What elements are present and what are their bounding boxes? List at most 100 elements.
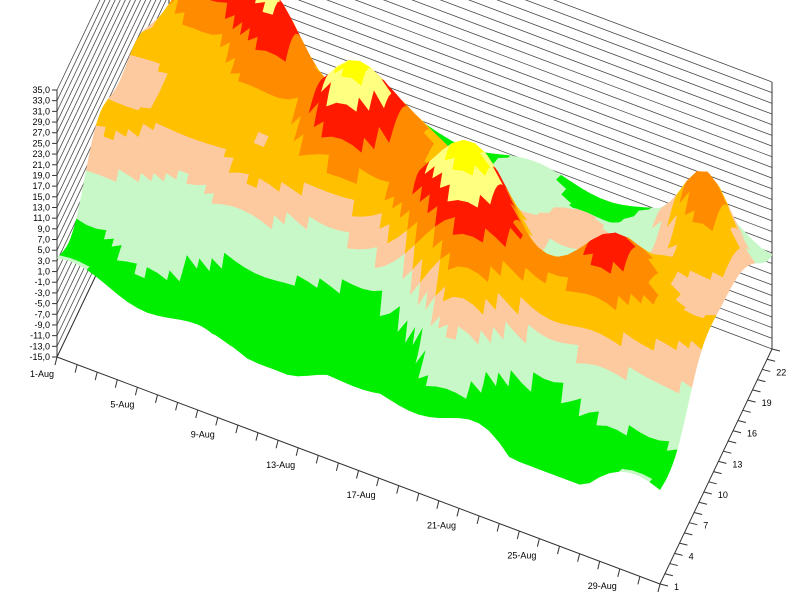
- z-tick-label: 25,0: [32, 138, 50, 148]
- y-tick-label: 13: [732, 459, 742, 469]
- z-tick-label: 1,0: [37, 267, 50, 277]
- y-tick: [659, 583, 669, 587]
- z-tick-label: -9,0: [34, 320, 50, 330]
- x-tick: [356, 470, 359, 479]
- y-tick-label: 4: [689, 551, 694, 561]
- z-tick-label: 7,0: [37, 235, 50, 245]
- x-tick: [195, 409, 199, 419]
- x-tick-label: 13-Aug: [266, 460, 295, 470]
- y-tick: [698, 501, 708, 505]
- x-tick-label: 29-Aug: [588, 581, 617, 591]
- x-tick: [275, 440, 279, 449]
- x-tick: [74, 364, 78, 373]
- z-tick-label: 11,0: [33, 213, 50, 223]
- y-tick: [664, 573, 673, 577]
- side-wall-gridline: [56, 0, 131, 155]
- x-tick-label: 9-Aug: [191, 430, 215, 440]
- back-wall-gridline: [354, 0, 773, 158]
- y-tick: [669, 563, 678, 567]
- x-tick: [436, 500, 440, 509]
- x-tick: [376, 477, 380, 487]
- x-tick: [235, 424, 239, 434]
- z-tick-label: -15,0: [29, 352, 50, 362]
- side-wall-gridline: [56, 0, 121, 133]
- y-tick: [747, 399, 756, 403]
- x-tick: [155, 394, 158, 403]
- back-wall-gridline: [439, 0, 773, 126]
- side-wall-gridline: [56, 0, 152, 197]
- x-tick: [54, 356, 58, 366]
- y-tick: [718, 460, 727, 464]
- x-tick: [577, 553, 581, 562]
- y-tick: [684, 532, 693, 536]
- z-tick-label: 17,0: [32, 181, 50, 191]
- z-tick-label: 19,0: [32, 170, 50, 180]
- side-wall-gridline: [56, 0, 116, 123]
- x-tick: [335, 462, 339, 472]
- x-tick-label: 25-Aug: [507, 551, 536, 561]
- x-tick: [315, 455, 319, 464]
- side-wall-gridline: [56, 0, 101, 91]
- y-tick: [752, 389, 761, 393]
- back-wall-gridline: [411, 0, 773, 136]
- x-tick: [637, 576, 641, 585]
- back-wall-gridline: [524, 0, 773, 94]
- x-tick: [255, 432, 259, 441]
- side-wall-gridline: [56, 0, 142, 176]
- z-tick-label: 21,0: [32, 160, 50, 170]
- y-tick-label: 7: [703, 521, 708, 531]
- y-tick: [732, 430, 742, 434]
- y-tick: [757, 379, 766, 383]
- y-tick: [723, 450, 732, 454]
- z-tick-label: 15,0: [32, 192, 50, 202]
- wall-edge: [659, 348, 773, 585]
- x-tick: [175, 402, 179, 411]
- surface-mesh: [56, 0, 773, 490]
- z-tick-label: 27,0: [32, 128, 50, 138]
- side-wall-gridline: [56, 0, 126, 144]
- x-tick: [516, 530, 520, 540]
- side-wall-gridline: [56, 0, 157, 208]
- y-tick: [703, 491, 712, 495]
- z-tick-label: 3,0: [37, 256, 50, 266]
- y-tick-label: 16: [747, 429, 757, 439]
- back-wall-gridline: [553, 0, 773, 83]
- y-tick: [679, 542, 688, 546]
- x-tick-label: 1-Aug: [30, 369, 54, 379]
- x-tick-label: 21-Aug: [427, 520, 456, 530]
- z-tick-label: 23,0: [32, 149, 50, 159]
- y-tick-label: 22: [776, 367, 786, 377]
- x-tick: [416, 493, 420, 502]
- x-tick: [114, 379, 118, 388]
- y-tick: [713, 471, 722, 475]
- z-tick-label: -11,0: [30, 331, 50, 341]
- surface-cell: [669, 430, 683, 443]
- x-tick: [295, 447, 299, 456]
- y-tick: [742, 409, 751, 413]
- z-tick-label: -3,0: [34, 288, 50, 298]
- back-wall-gridline: [467, 0, 773, 115]
- back-wall-gridline: [496, 0, 773, 104]
- x-tick: [134, 387, 138, 396]
- x-tick: [94, 372, 98, 381]
- chart-axes: 35,033,031,029,027,025,023,021,019,017,0…: [29, 85, 786, 593]
- y-tick-label: 1: [674, 582, 679, 592]
- side-wall-gridline: [56, 0, 136, 165]
- back-wall-gridline: [326, 0, 773, 168]
- x-tick-label: 17-Aug: [347, 490, 376, 500]
- x-tick: [496, 523, 500, 532]
- z-tick-label: -7,0: [34, 309, 50, 319]
- back-wall-gridline: [269, 0, 773, 190]
- surface-cell: [712, 296, 727, 303]
- z-tick-label: -13,0: [29, 341, 50, 351]
- y-tick: [762, 368, 771, 372]
- x-tick: [215, 417, 219, 426]
- z-tick-label: -5,0: [34, 299, 50, 309]
- x-tick-label: 5-Aug: [110, 399, 134, 409]
- z-tick-label: 33,0: [32, 96, 50, 106]
- z-tick-label: 29,0: [32, 117, 50, 127]
- side-wall-gridline: [56, 0, 106, 101]
- x-tick: [617, 568, 621, 577]
